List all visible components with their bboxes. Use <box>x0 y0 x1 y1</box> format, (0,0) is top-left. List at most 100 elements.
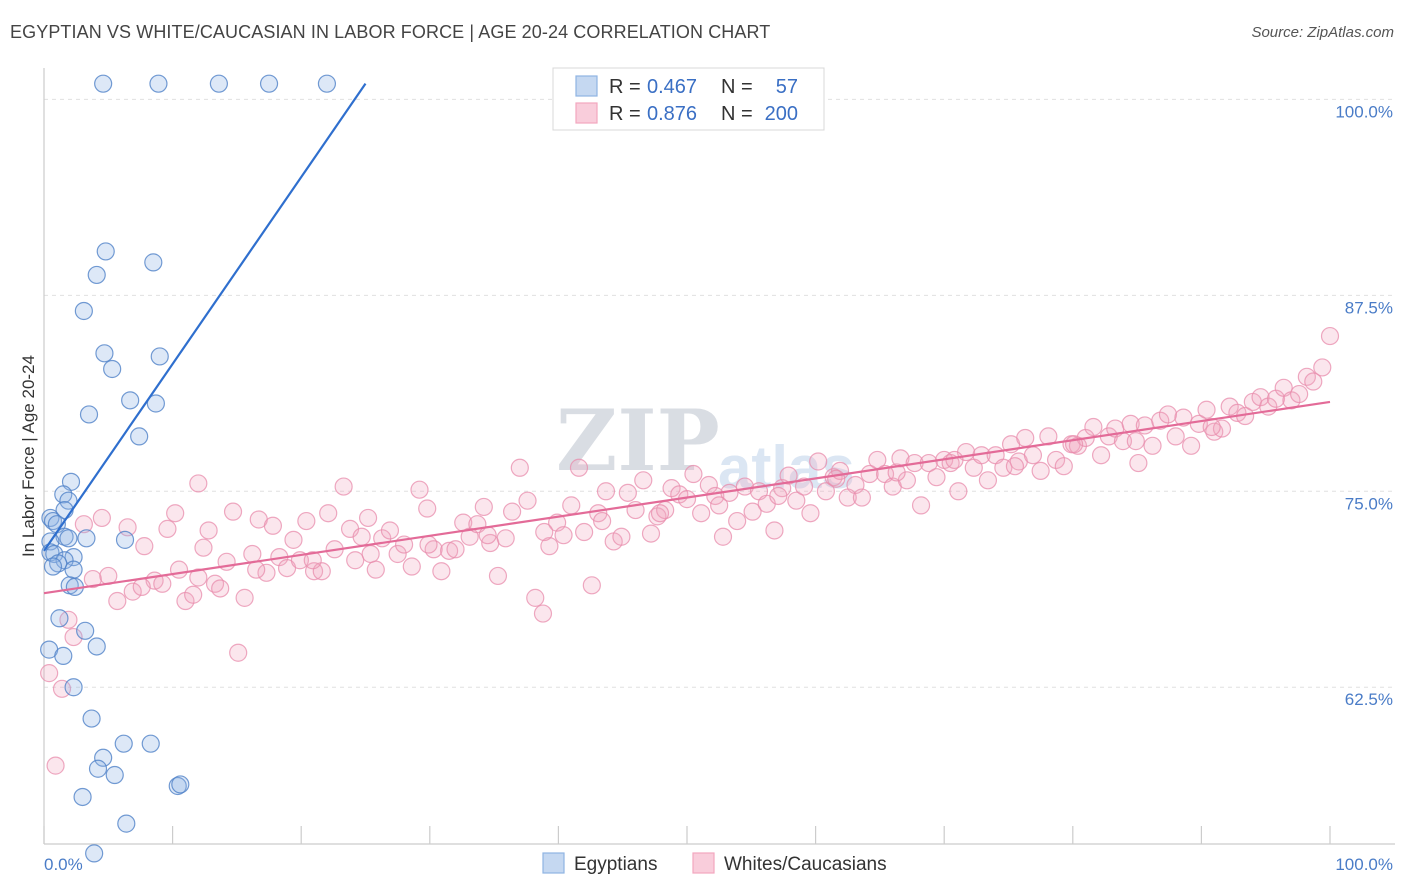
data-point-egyptians <box>43 557 63 576</box>
data-point-whites <box>52 679 72 698</box>
x-tick-label: 100.0% <box>1335 855 1393 874</box>
data-point-whites <box>297 511 316 531</box>
data-point-egyptians <box>87 265 106 285</box>
data-point-whites <box>927 468 946 487</box>
data-point-whites <box>194 538 213 557</box>
data-point-whites <box>1197 400 1216 419</box>
data-point-egyptians <box>74 301 93 321</box>
trend-line-egyptians <box>43 83 367 552</box>
data-point-whites <box>418 499 437 518</box>
data-point-egyptians <box>144 253 163 272</box>
legend-box: R = 0.467 N = 57 R = 0.876 N = 200 <box>552 67 825 131</box>
data-point-egyptians <box>146 394 165 413</box>
data-point-whites <box>439 541 459 560</box>
legend-n-label-pink: N = <box>721 103 753 125</box>
data-point-whites <box>1084 417 1103 437</box>
data-point-whites <box>582 576 601 595</box>
series-whites-points <box>40 326 1340 775</box>
data-point-egyptians <box>117 814 136 833</box>
legend-r-value-pink: 0.876 <box>647 103 697 125</box>
data-point-whites <box>184 585 203 604</box>
data-point-egyptians <box>64 678 83 697</box>
data-point-egyptians <box>95 344 114 363</box>
data-point-egyptians <box>141 734 160 753</box>
data-point-whites <box>593 511 612 531</box>
data-point-whites <box>64 627 83 647</box>
x-tick-label: 0.0% <box>44 855 83 874</box>
data-point-whites <box>684 464 703 484</box>
data-point-whites <box>496 529 515 548</box>
data-point-egyptians <box>114 734 133 753</box>
data-point-whites <box>92 508 111 528</box>
data-point-whites <box>303 551 322 570</box>
data-point-whites <box>1166 427 1185 446</box>
data-point-egyptians <box>130 427 149 446</box>
data-point-whites <box>223 502 243 521</box>
data-point-whites <box>1320 326 1340 346</box>
data-point-whites <box>83 569 102 589</box>
data-point-whites <box>801 504 820 523</box>
data-point-whites <box>713 527 733 546</box>
data-point-whites <box>911 496 931 515</box>
bottom-legend-whites: Whites/Caucasians <box>724 854 887 875</box>
data-point-whites <box>1174 408 1193 427</box>
data-point-whites <box>503 502 522 521</box>
data-point-whites <box>554 526 573 545</box>
legend-swatch-blue <box>575 75 598 97</box>
data-point-whites <box>618 483 637 502</box>
data-point-whites <box>1158 405 1178 424</box>
legend-r-value-blue: 0.467 <box>647 76 697 98</box>
series-egyptians-points <box>40 74 337 863</box>
data-point-egyptians <box>96 242 115 261</box>
data-point-whites <box>612 527 631 546</box>
data-point-egyptians <box>88 759 108 778</box>
data-point-whites <box>59 610 78 629</box>
data-point-whites <box>40 664 59 683</box>
data-point-whites <box>1016 428 1035 448</box>
data-point-whites <box>319 504 338 523</box>
data-point-whites <box>994 458 1013 477</box>
data-point-whites <box>169 560 189 579</box>
data-point-egyptians <box>149 74 168 93</box>
data-point-whites <box>346 551 365 570</box>
data-point-egyptians <box>259 74 279 93</box>
data-point-whites <box>827 469 846 488</box>
data-point-egyptians <box>59 529 78 548</box>
data-point-whites <box>526 588 545 607</box>
data-point-whites <box>257 563 276 582</box>
data-point-egyptians <box>103 359 122 379</box>
data-point-whites <box>402 557 421 576</box>
chart-title: EGYPTIAN VS WHITE/CAUCASIAN IN LABOR FOR… <box>10 22 771 42</box>
data-point-whites <box>247 560 266 579</box>
data-point-egyptians <box>54 646 73 665</box>
data-point-whites <box>1143 436 1162 455</box>
data-point-whites <box>189 568 208 587</box>
bottom-legend: Egyptians Whites/Caucasians <box>542 852 887 875</box>
data-point-whites <box>419 535 438 554</box>
data-point-egyptians <box>79 405 99 424</box>
legend-n-value-pink: 200 <box>765 103 798 125</box>
data-point-whites <box>334 477 353 496</box>
data-point-whites <box>388 544 407 564</box>
data-point-egyptians <box>49 554 68 573</box>
data-point-egyptians <box>85 844 104 863</box>
data-point-whites <box>533 604 553 623</box>
data-point-whites <box>229 643 248 662</box>
data-point-whites <box>887 463 906 482</box>
data-point-whites <box>189 474 208 493</box>
y-tick-label: 75.0% <box>1345 494 1393 513</box>
x-tick-labels: 0.0% 100.0% <box>44 855 1393 874</box>
data-point-whites <box>945 450 964 470</box>
data-point-whites <box>1023 446 1043 465</box>
data-point-whites <box>158 519 177 538</box>
legend-n-label-blue: N = <box>721 76 753 98</box>
data-point-whites <box>108 591 127 611</box>
axes <box>43 68 1395 845</box>
legend-swatch-pink <box>575 102 598 124</box>
data-point-whites <box>562 496 581 515</box>
legend-r-label-pink: R = <box>609 103 641 125</box>
data-point-whites <box>1091 446 1111 465</box>
trend-lines <box>43 83 1331 595</box>
data-point-whites <box>263 516 283 535</box>
data-point-whites <box>153 574 172 593</box>
